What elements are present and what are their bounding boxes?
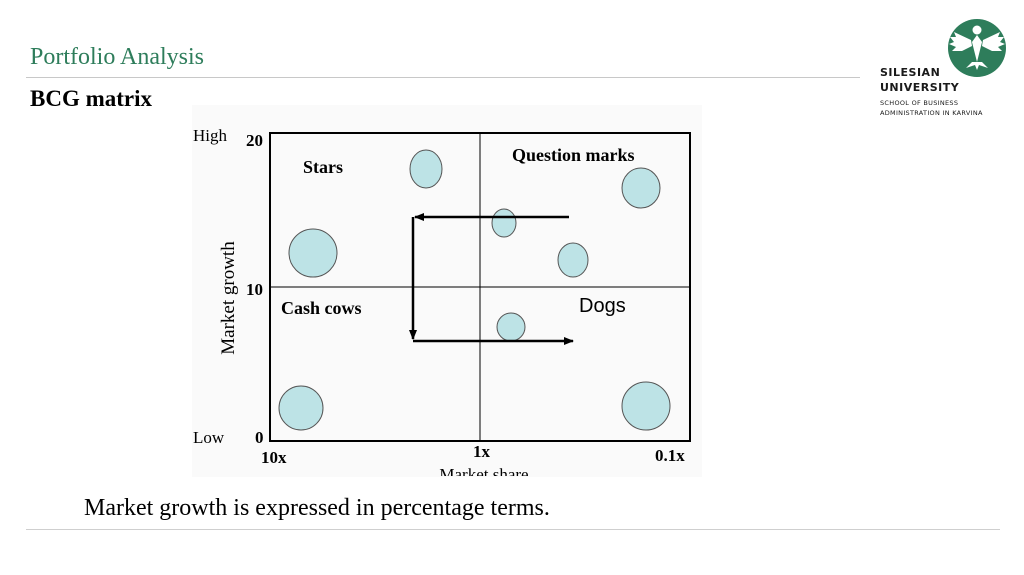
y-tick-10: 10 (246, 280, 263, 299)
logo-line-1: SILESIAN (880, 66, 941, 79)
y-tick-20: 20 (246, 131, 263, 150)
y-label-low: Low (193, 428, 225, 447)
logo-line-2: UNIVERSITY (880, 81, 960, 94)
logo-line-3: SCHOOL OF BUSINESS (880, 99, 959, 107)
bubble (278, 385, 324, 431)
quadrant-cash-cows: Cash cows (281, 298, 362, 318)
bcg-matrix-figure (192, 105, 702, 477)
x-axis-title: Market share (439, 465, 528, 484)
y-label-high: High (193, 126, 228, 145)
logo-line-4: ADMINISTRATION IN KARVINA (880, 109, 983, 117)
bubble (409, 149, 443, 189)
footer-note: Market growth is expressed in percentage… (84, 495, 550, 521)
bubble (491, 208, 517, 238)
header-divider (26, 77, 860, 78)
bubble (621, 167, 661, 209)
footer-divider (26, 529, 1000, 530)
university-logo-icon (948, 19, 1006, 77)
x-tick-0.1x: 0.1x (655, 446, 685, 465)
x-tick-1x: 1x (473, 442, 491, 461)
bubble (288, 228, 338, 278)
y-axis-title: Market growth (218, 241, 239, 355)
x-tick-10x: 10x (261, 448, 287, 467)
page-title: Portfolio Analysis (30, 44, 205, 70)
quadrant-dogs: Dogs (579, 295, 626, 317)
quadrant-question-marks: Question marks (512, 145, 635, 165)
bubble (557, 242, 589, 278)
y-tick-0: 0 (255, 428, 264, 447)
quadrant-stars: Stars (303, 157, 343, 177)
bubble (621, 381, 671, 431)
slide-subtitle: BCG matrix (30, 86, 153, 111)
bubble (496, 312, 526, 342)
